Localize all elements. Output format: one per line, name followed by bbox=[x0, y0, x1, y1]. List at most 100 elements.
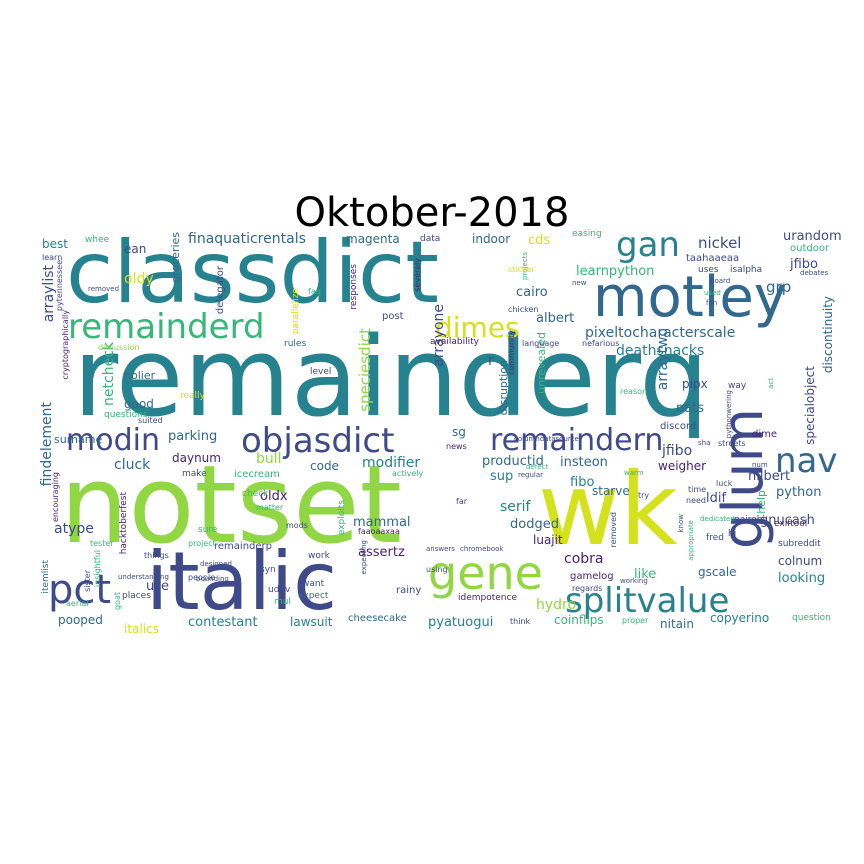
word-dimes: dimes bbox=[435, 311, 520, 344]
word-reason: reason bbox=[620, 387, 648, 396]
word-nairobi: nairobi bbox=[734, 515, 765, 525]
page-title: Oktober-2018 bbox=[294, 190, 570, 236]
word-responses: responses bbox=[349, 264, 359, 310]
word-fan: fan bbox=[706, 299, 718, 307]
word-expecting: expecting bbox=[360, 540, 368, 575]
word-things: things bbox=[144, 551, 169, 560]
word-magenta: magenta bbox=[346, 232, 400, 246]
word-splitvalue: splitvalue bbox=[565, 581, 730, 621]
word-community: community bbox=[507, 330, 516, 376]
word-contestant: contestant bbox=[188, 615, 258, 630]
word-hydro: hydro bbox=[536, 597, 577, 613]
word-pipx: pipx bbox=[682, 377, 708, 391]
word-proper: proper bbox=[622, 616, 649, 625]
word-appropriate: appropriate bbox=[687, 520, 695, 561]
word-severely: severely bbox=[413, 258, 422, 292]
word-dime: dime bbox=[752, 429, 778, 440]
word-oldy: oldy bbox=[124, 271, 154, 287]
word-know: know bbox=[677, 514, 685, 533]
word-board: board bbox=[710, 277, 731, 285]
word-luck: luck bbox=[716, 479, 733, 488]
word-bounding: bounding bbox=[196, 575, 229, 583]
word-easing: easing bbox=[572, 229, 602, 239]
word-expect: expect bbox=[298, 591, 329, 601]
word-gene: gene bbox=[428, 546, 543, 600]
word-sure: sure bbox=[198, 525, 218, 535]
word-nav: nav bbox=[775, 441, 838, 481]
word-data: data bbox=[420, 234, 441, 244]
word-python: python bbox=[776, 485, 822, 500]
word-cloud: remainderq notset wk classdict motley it… bbox=[38, 225, 844, 636]
word-grp: grp bbox=[766, 278, 792, 296]
word-itemlist: itemlist bbox=[41, 560, 51, 594]
word-cairo: cairo bbox=[516, 285, 548, 300]
word-understanding: understanding bbox=[118, 573, 169, 581]
word-really: really bbox=[180, 391, 205, 401]
word-pytennessee: pytennessee bbox=[55, 260, 64, 312]
word-arraytwo: arraytwo bbox=[655, 328, 671, 391]
word-availability: availability bbox=[430, 337, 479, 347]
word-rainy: rainy bbox=[396, 585, 422, 596]
word-encouraging: encouraging bbox=[51, 472, 60, 522]
word-way: way bbox=[728, 381, 747, 391]
word-hi: hi bbox=[728, 529, 737, 539]
word-working: working bbox=[620, 577, 648, 585]
word-faq: faq bbox=[308, 287, 321, 296]
word-exploits: exploits bbox=[337, 500, 347, 536]
word-motley: motley bbox=[593, 265, 787, 330]
word-debates: debates bbox=[800, 269, 829, 277]
word-using: using bbox=[426, 565, 448, 574]
word-productid: productid bbox=[482, 454, 544, 469]
word-cds: cds bbox=[528, 233, 551, 248]
word-chromebook: chromebook bbox=[460, 545, 504, 553]
word-urandom: urandom bbox=[783, 229, 842, 244]
word-pythonwering: pythonwering bbox=[725, 390, 733, 439]
word-starve: starve bbox=[592, 484, 630, 498]
word-aerial: aerial bbox=[66, 599, 89, 608]
word-speciesdict: speciesdict bbox=[356, 328, 374, 412]
word-exiftool: exiftool bbox=[774, 519, 808, 529]
word-notset: notset bbox=[60, 443, 402, 568]
word-want: want bbox=[302, 579, 325, 589]
word-nickel: nickel bbox=[698, 234, 742, 252]
word-italics: italics bbox=[124, 622, 159, 636]
word-chicken: chicken bbox=[508, 305, 539, 314]
word-pixeltocharacterscale: pixeltocharacterscale bbox=[585, 325, 736, 341]
word-copyerino: copyerino bbox=[710, 611, 770, 625]
word-used: used bbox=[704, 289, 721, 297]
word-uses: uses bbox=[698, 265, 719, 275]
word-gnucash: gnucash bbox=[760, 513, 815, 528]
word-modifier: modifier bbox=[362, 455, 421, 471]
word-colnum: colnum bbox=[778, 554, 823, 568]
word-suited: suited bbox=[138, 416, 163, 425]
word-regular: regular bbox=[518, 471, 544, 479]
word-removed: removed bbox=[88, 285, 120, 293]
word-make: make bbox=[182, 469, 207, 479]
word-udev: udev bbox=[268, 585, 291, 595]
word-pct: pct bbox=[48, 567, 112, 613]
word-removed2: removed bbox=[609, 512, 618, 548]
word-fibo: fibo bbox=[570, 475, 595, 490]
word-cobra: cobra bbox=[564, 551, 604, 567]
word-matter: matter bbox=[256, 503, 284, 512]
word-learnpython: learnpython bbox=[576, 264, 655, 279]
word-try: try bbox=[638, 491, 650, 500]
word-subreddit: subreddit bbox=[778, 539, 821, 549]
word-nefarious: nefarious bbox=[582, 339, 620, 348]
word-outdoor: outdoor bbox=[790, 243, 830, 254]
word-parallelize: parallelize bbox=[291, 288, 301, 335]
word-surname: surname bbox=[54, 433, 103, 446]
word-insteon: insteon bbox=[560, 455, 608, 470]
word-places: places bbox=[122, 591, 151, 601]
word-sister: sister bbox=[83, 570, 92, 592]
word-think: think bbox=[510, 617, 531, 626]
word-answers: answers bbox=[426, 545, 455, 553]
word-bull: bull bbox=[256, 451, 282, 467]
word-sticker: sticker bbox=[508, 265, 535, 274]
word-ldif: ldif bbox=[706, 491, 727, 506]
word-designed: designed bbox=[200, 560, 232, 568]
word-discussion: discussion bbox=[98, 343, 140, 352]
word-time: time bbox=[688, 485, 707, 494]
word-defect: defect bbox=[526, 463, 549, 471]
word-gan: gan bbox=[616, 225, 680, 265]
